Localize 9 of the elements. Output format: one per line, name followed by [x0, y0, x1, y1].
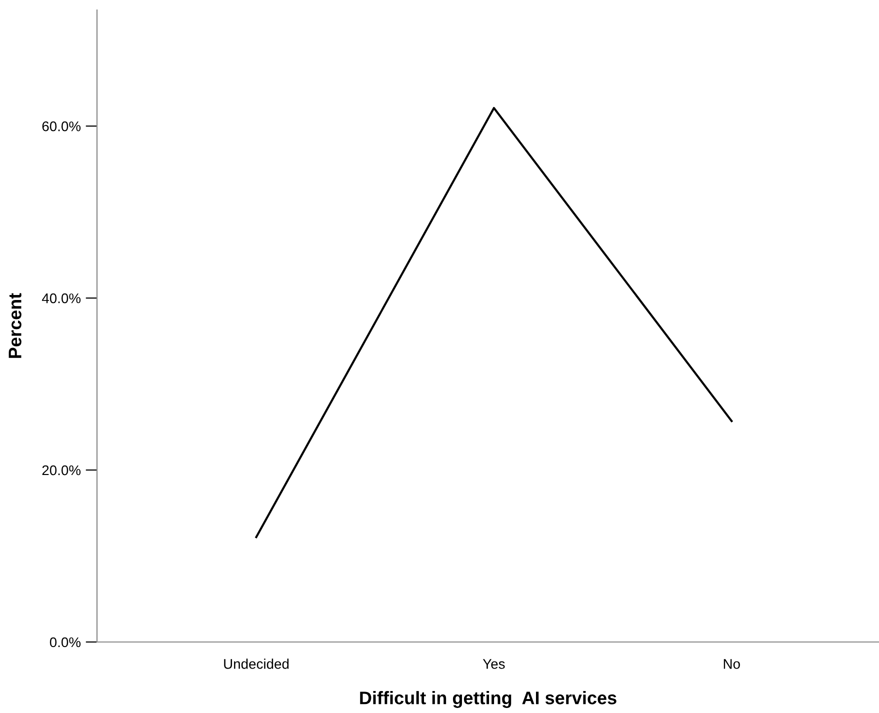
y-axis-title: Percent [8, 293, 22, 358]
x-tick-label: Undecided [224, 658, 289, 669]
y-tick-label: 0.0% [50, 637, 81, 648]
y-tick-label: 60.0% [42, 121, 81, 132]
x-tick-label: Yes [482, 659, 505, 669]
y-tick-label: 20.0% [42, 465, 81, 476]
y-tick-label: 40.0% [42, 293, 81, 304]
x-axis-title: Difficult in getting AI services [360, 691, 616, 708]
x-tick-label: No [724, 659, 740, 669]
